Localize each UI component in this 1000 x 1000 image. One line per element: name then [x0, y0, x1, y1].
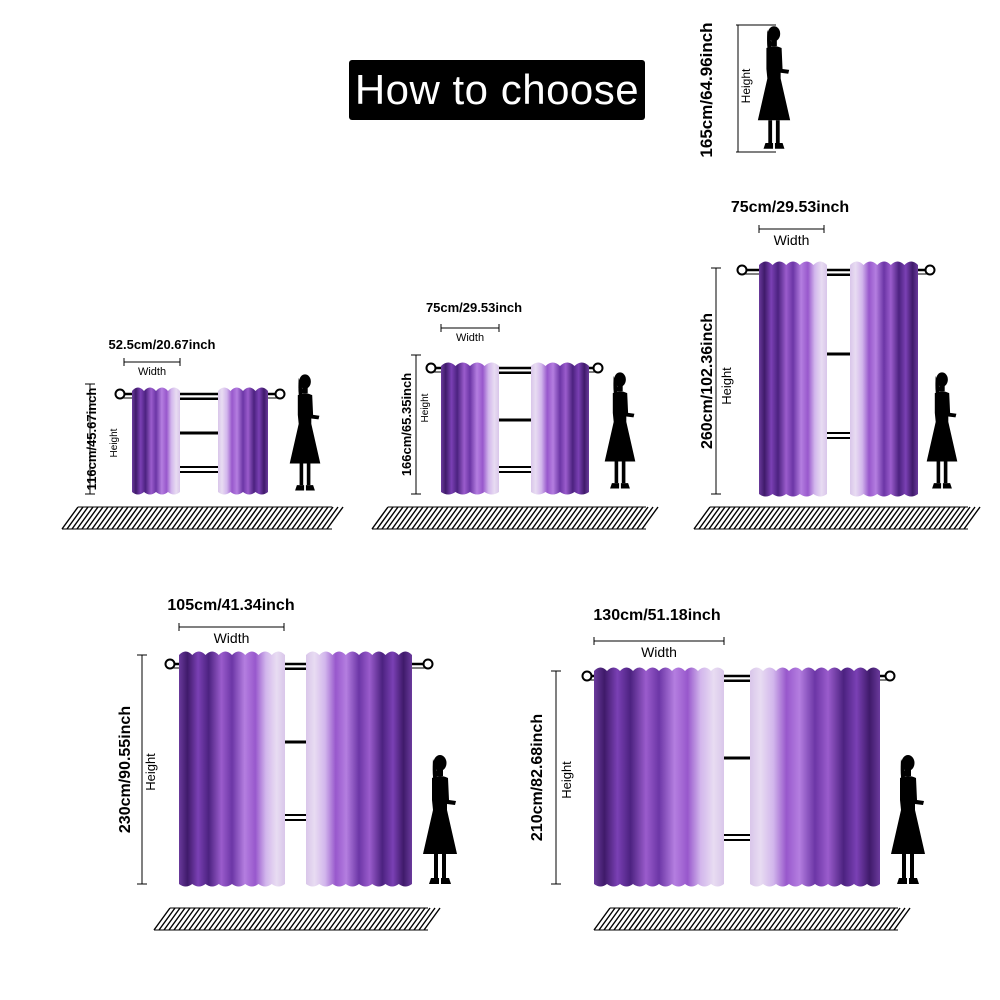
left-curtain-panel — [179, 651, 285, 887]
person-silhouette — [891, 755, 925, 884]
height-dimension — [85, 383, 95, 495]
height-measure-text: 230cm/90.55inch — [117, 706, 134, 833]
reference-person-silhouette — [757, 26, 791, 149]
title-banner: How to choose — [349, 60, 645, 120]
height-label: Height — [420, 393, 431, 422]
curtain-scene-4 — [137, 623, 457, 931]
reference-height-guide: 165cm/64.96inch Height — [697, 22, 753, 157]
width-label: Width — [774, 232, 810, 248]
width-label: Width — [214, 630, 250, 646]
window-frame — [171, 393, 227, 473]
person-silhouette — [926, 372, 958, 489]
curtain-scene-5 — [551, 637, 925, 931]
floor-hatch — [593, 907, 911, 931]
width-label: Width — [138, 366, 166, 378]
reference-height-text: 165cm/64.96inch — [697, 22, 716, 157]
height-label: Height — [559, 761, 574, 799]
width-label: Width — [641, 644, 677, 660]
right-curtain-panel — [306, 651, 412, 887]
right-curtain-panel — [850, 261, 918, 497]
width-measure-text: 130cm/51.18inch — [593, 607, 720, 624]
height-label: Height — [719, 367, 734, 405]
left-curtain-panel — [594, 667, 724, 887]
width-dimension — [178, 623, 285, 631]
right-curtain-panel — [531, 362, 589, 495]
height-label: Height — [143, 753, 158, 791]
reference-height-label: Height — [739, 68, 753, 103]
floor-hatch — [371, 506, 659, 530]
width-dimension — [758, 225, 825, 233]
floor-hatch — [693, 506, 981, 530]
left-curtain-panel — [441, 362, 499, 495]
height-dimension — [551, 670, 561, 885]
width-measure-text: 75cm/29.53inch — [426, 300, 522, 315]
height-dimension — [411, 354, 421, 495]
person-silhouette — [604, 372, 636, 489]
height-measure-text: 116cm/45.67inch — [84, 388, 99, 491]
floor-hatch — [153, 907, 441, 931]
height-measure-text: 260cm/102.36inch — [699, 313, 716, 449]
height-dimension — [711, 267, 721, 495]
curtain-scene-3 — [693, 225, 981, 530]
curtain-scene-1 — [61, 358, 344, 530]
width-dimension — [593, 637, 725, 645]
right-curtain-panel — [218, 387, 268, 495]
width-dimension — [440, 324, 500, 332]
width-measure-text: 52.5cm/20.67inch — [109, 337, 216, 352]
page-title: How to choose — [354, 66, 640, 113]
height-dimension — [137, 654, 147, 885]
height-measure-text: 210cm/82.68inch — [529, 714, 546, 841]
curtain-scene-2 — [371, 324, 659, 530]
left-curtain-panel — [759, 261, 827, 497]
height-measure-text: 166cm/65.35inch — [399, 373, 414, 476]
right-curtain-panel — [750, 667, 880, 887]
width-label: Width — [456, 332, 484, 344]
person-silhouette — [289, 374, 321, 491]
person-silhouette — [423, 755, 457, 884]
width-measure-text: 105cm/41.34inch — [167, 597, 294, 614]
height-label: Height — [109, 428, 120, 457]
width-measure-text: 75cm/29.53inch — [731, 199, 849, 216]
left-curtain-panel — [132, 387, 180, 495]
floor-hatch — [61, 506, 344, 530]
width-dimension — [123, 358, 181, 366]
